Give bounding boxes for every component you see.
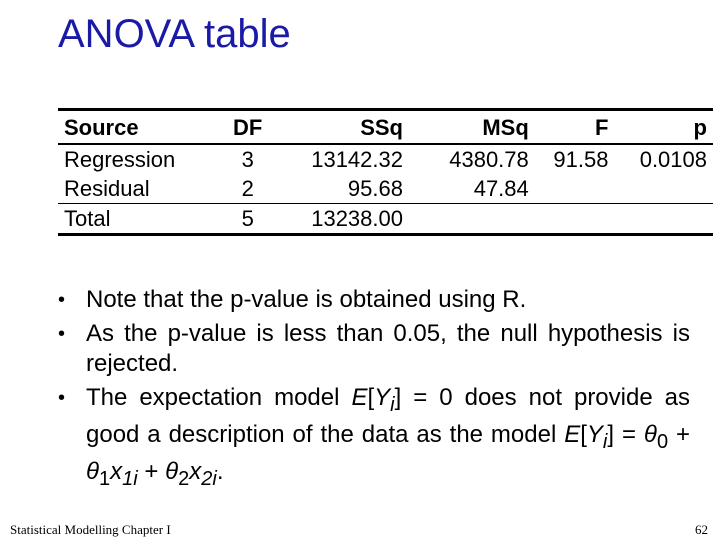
bullet-list: Note that the p-value is obtained using … [58, 285, 690, 497]
cell-df: 3 [241, 146, 254, 172]
table-row-total: Total 5 13238.00 [58, 203, 713, 233]
footer-course-title: Statistical Modelling Chapter I [10, 522, 171, 537]
slide-title: ANOVA table [58, 12, 291, 56]
cell-p [614, 203, 713, 233]
bullet-rejected: As the p-value is less than 0.05, the nu… [58, 319, 690, 379]
bullet-pvalue-note: Note that the p-value is obtained using … [58, 285, 690, 315]
header-ssq: SSq [360, 115, 403, 140]
table-row-regression: Regression 3 13142.32 4380.78 91.58 0.01… [58, 144, 713, 174]
cell-source: Total [58, 203, 215, 233]
header-msq: MSq [482, 115, 529, 140]
table-row-residual: Residual 2 95.68 47.84 [58, 174, 713, 204]
cell-msq [408, 203, 535, 233]
cell-p [614, 174, 713, 204]
anova-table: Source DF SSq MSq F p Regression 3 13142… [58, 108, 713, 236]
footer-page-number: 62 [695, 522, 708, 537]
cell-ssq: 13142.32 [311, 146, 403, 172]
table-header-row: Source DF SSq MSq F p [58, 111, 713, 144]
cell-df: 2 [241, 175, 254, 201]
cell-ssq: 13238.00 [281, 203, 409, 233]
cell-ssq: 95.68 [347, 175, 403, 201]
cell-msq: 47.84 [473, 175, 529, 201]
cell-p: 0.0108 [639, 146, 707, 172]
bullet-expectation-model: The expectation model E[Yi] = 0 does not… [58, 383, 690, 493]
cell-f [535, 174, 615, 204]
header-source: Source [64, 115, 139, 140]
header-df: DF [233, 115, 263, 140]
header-p: p [693, 115, 707, 140]
cell-df: 5 [214, 203, 282, 233]
header-f: F [595, 115, 609, 140]
cell-f: 91.58 [553, 146, 609, 172]
cell-f [534, 203, 615, 233]
cell-msq: 4380.78 [449, 146, 529, 172]
cell-source: Regression [64, 146, 176, 172]
cell-source: Residual [64, 175, 150, 201]
